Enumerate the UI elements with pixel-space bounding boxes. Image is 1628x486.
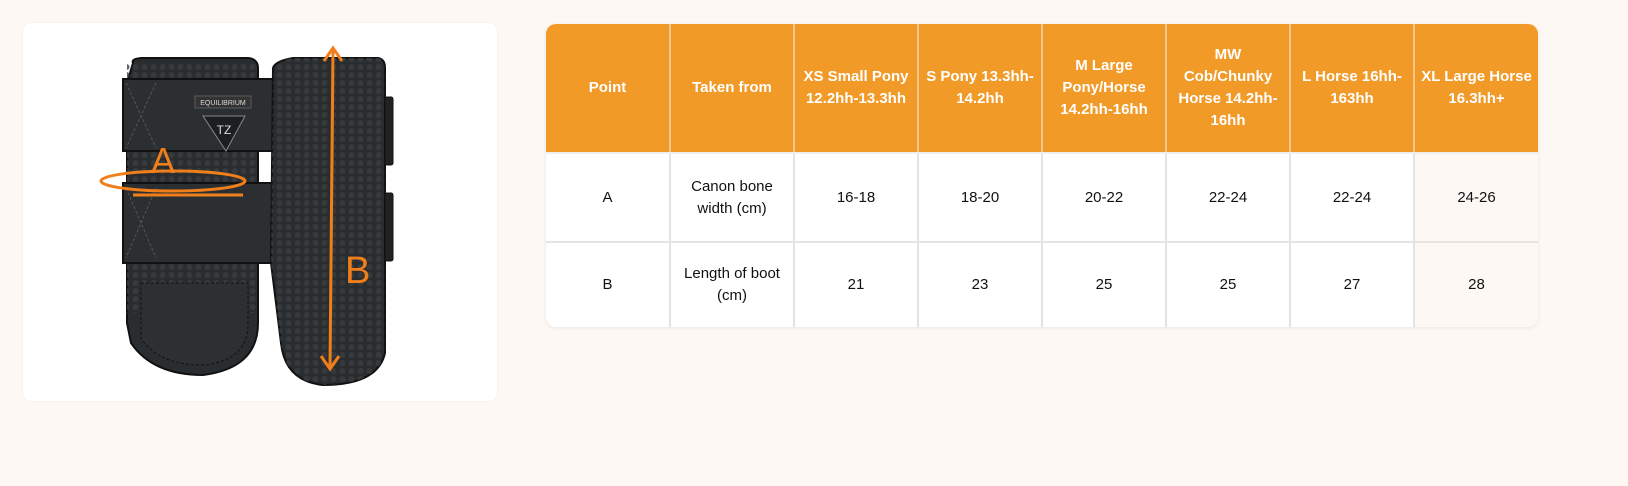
- header-point: Point: [546, 24, 671, 154]
- measurement-a: [99, 169, 247, 197]
- brand-logo: EQUILIBRIUM: [200, 100, 246, 107]
- header-size-s: S Pony 13.3hh-14.2hh: [917, 24, 1043, 154]
- table-cell: 24-26: [1413, 152, 1538, 243]
- product-image-card: EQUILIBRIUM TZ A B: [23, 23, 497, 401]
- table-cell: 18-20: [917, 152, 1043, 243]
- header-size-xs: XS Small Pony 12.2hh-13.3hh: [793, 24, 919, 154]
- size-chart-table: Point Taken from XS Small Pony 12.2hh-13…: [546, 24, 1538, 327]
- boot-front-view: EQUILIBRIUM TZ: [122, 57, 274, 377]
- table-cell: 28: [1413, 241, 1538, 327]
- measurement-b: [319, 45, 344, 372]
- table-cell: 27: [1289, 241, 1415, 327]
- table-cell: 21: [793, 241, 919, 327]
- header-size-m: M Large Pony/Horse 14.2hh-16hh: [1041, 24, 1167, 154]
- header-size-l: L Horse 16hh-163hh: [1289, 24, 1415, 154]
- table-cell: 22-24: [1289, 152, 1415, 243]
- boot-measurement-illustration: EQUILIBRIUM TZ A B: [99, 45, 394, 387]
- label-a: A: [151, 140, 175, 181]
- header-size-xl: XL Large Horse 16.3hh+: [1413, 24, 1538, 154]
- table-cell: Canon bone width (cm): [669, 152, 795, 243]
- table-row: A Canon bone width (cm) 16-18 18-20 20-2…: [546, 152, 1538, 243]
- table-cell: 16-18: [793, 152, 919, 243]
- table-cell: A: [546, 152, 671, 243]
- table-cell: 25: [1165, 241, 1291, 327]
- table-cell: 23: [917, 241, 1043, 327]
- header-taken-from: Taken from: [669, 24, 795, 154]
- table-cell: 20-22: [1041, 152, 1167, 243]
- table-header-row: Point Taken from XS Small Pony 12.2hh-13…: [546, 24, 1538, 154]
- table-cell: Length of boot (cm): [669, 241, 795, 327]
- label-b: B: [345, 250, 370, 292]
- boot-side-view: [269, 57, 394, 387]
- table-cell: 22-24: [1165, 152, 1291, 243]
- table-cell: 25: [1041, 241, 1167, 327]
- header-size-mw: MW Cob/Chunky Horse 14.2hh-16hh: [1165, 24, 1291, 154]
- brand-monogram: TZ: [217, 123, 232, 137]
- table-row: B Length of boot (cm) 21 23 25 25 27 28: [546, 241, 1538, 327]
- table-cell: B: [546, 241, 671, 327]
